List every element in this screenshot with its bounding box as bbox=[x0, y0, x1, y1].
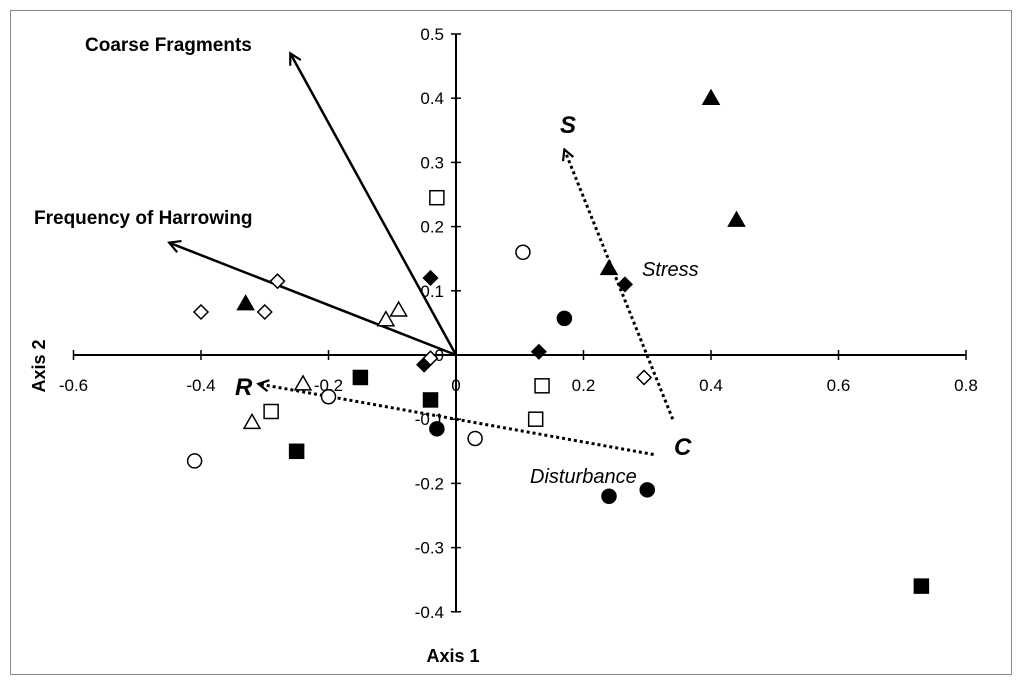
chart-frame: -0.6 -0.4 -0.2 0 0.2 0.4 0.6 0.8 0.5 0.4 0.3 0.2 0.1… bbox=[10, 10, 1012, 675]
csr-vector-1 bbox=[258, 384, 654, 456]
diamond-open-point bbox=[269, 273, 286, 290]
triangle-open-point bbox=[293, 374, 313, 391]
tick-labels: -0.6 -0.4 -0.2 0 0.2 0.4 0.6 0.8 0.5 0.4 0.3 0.2 0.1… bbox=[59, 25, 978, 622]
y-tick-label: 0.1 bbox=[420, 282, 444, 301]
x-tick-label: 0.2 bbox=[572, 376, 596, 395]
y-tick-label: 0.2 bbox=[420, 218, 444, 237]
circle-filled-point bbox=[429, 421, 445, 437]
square-filled-point bbox=[422, 392, 439, 408]
square-open-point bbox=[263, 403, 279, 420]
square-open-point bbox=[429, 189, 445, 206]
y-tick-label: -0.2 bbox=[415, 474, 444, 493]
square-filled-point bbox=[913, 578, 930, 594]
csr-label-c: C bbox=[674, 434, 692, 461]
diamond-open-point bbox=[192, 303, 210, 321]
csr-label-s: S bbox=[560, 112, 576, 139]
x-tick-label: -0.2 bbox=[314, 376, 343, 395]
diamond-open-point bbox=[636, 369, 653, 386]
sample-points bbox=[186, 88, 930, 594]
y-axis-title: Axis 2 bbox=[29, 339, 49, 392]
stress-annotation: Stress bbox=[642, 259, 699, 281]
diamond-open-point bbox=[422, 350, 439, 367]
triangle-filled-point bbox=[727, 210, 746, 227]
circle-filled-point bbox=[556, 310, 573, 327]
env-vectors bbox=[169, 53, 458, 357]
diamond-filled-point bbox=[616, 276, 633, 293]
y-tick-label: -0.4 bbox=[415, 603, 444, 622]
diamond-open-point bbox=[256, 303, 273, 321]
triangle-filled-point bbox=[236, 294, 255, 311]
env-vector-1 bbox=[169, 243, 457, 357]
circle-filled-point bbox=[601, 488, 617, 504]
square-open-point bbox=[534, 378, 550, 394]
coarse-fragments-label: Coarse Fragments bbox=[85, 35, 252, 56]
circle-open-point bbox=[467, 430, 483, 447]
ordination-chart: -0.6 -0.4 -0.2 0 0.2 0.4 0.6 0.8 0.5 0.4 0.3 0.2 0.1… bbox=[29, 25, 978, 666]
axes bbox=[72, 33, 967, 613]
frequency-of-harrowing-label: Frequency of Harrowing bbox=[34, 208, 253, 229]
disturbance-annotation: Disturbance bbox=[530, 466, 637, 488]
x-tick-label: 0.4 bbox=[699, 376, 723, 395]
triangle-filled-point bbox=[599, 258, 619, 276]
y-tick-label: 0.4 bbox=[420, 89, 444, 108]
x-axis-title: Axis 1 bbox=[426, 646, 479, 666]
circle-open-point bbox=[515, 244, 531, 261]
square-open-point bbox=[527, 411, 544, 427]
y-tick-label: 0 bbox=[435, 346, 444, 365]
x-tick-label: -0.6 bbox=[59, 376, 88, 395]
triangle-open-point bbox=[242, 412, 262, 430]
triangle-open-point bbox=[376, 310, 396, 327]
x-tick-label: 0.6 bbox=[827, 376, 851, 395]
circle-filled-point bbox=[639, 482, 655, 498]
x-tick-label: 0.8 bbox=[954, 376, 978, 395]
csr-label-r: R bbox=[235, 374, 253, 401]
triangle-filled-point bbox=[701, 88, 721, 105]
diamond-filled-point bbox=[530, 343, 547, 360]
y-tick-label: 0.3 bbox=[420, 153, 444, 172]
env-vector-0 bbox=[290, 53, 458, 356]
circle-open-point bbox=[186, 453, 203, 469]
diamond-filled-point bbox=[422, 269, 439, 287]
y-tick-label: -0.3 bbox=[415, 539, 444, 558]
square-filled-point bbox=[288, 443, 305, 460]
square-filled-point bbox=[352, 369, 369, 386]
x-tick-label: 0 bbox=[451, 376, 460, 395]
circle-open-point bbox=[320, 388, 337, 405]
y-tick-label: 0.5 bbox=[420, 25, 444, 44]
triangle-open-point bbox=[389, 300, 408, 317]
x-tick-label: -0.4 bbox=[186, 376, 215, 395]
